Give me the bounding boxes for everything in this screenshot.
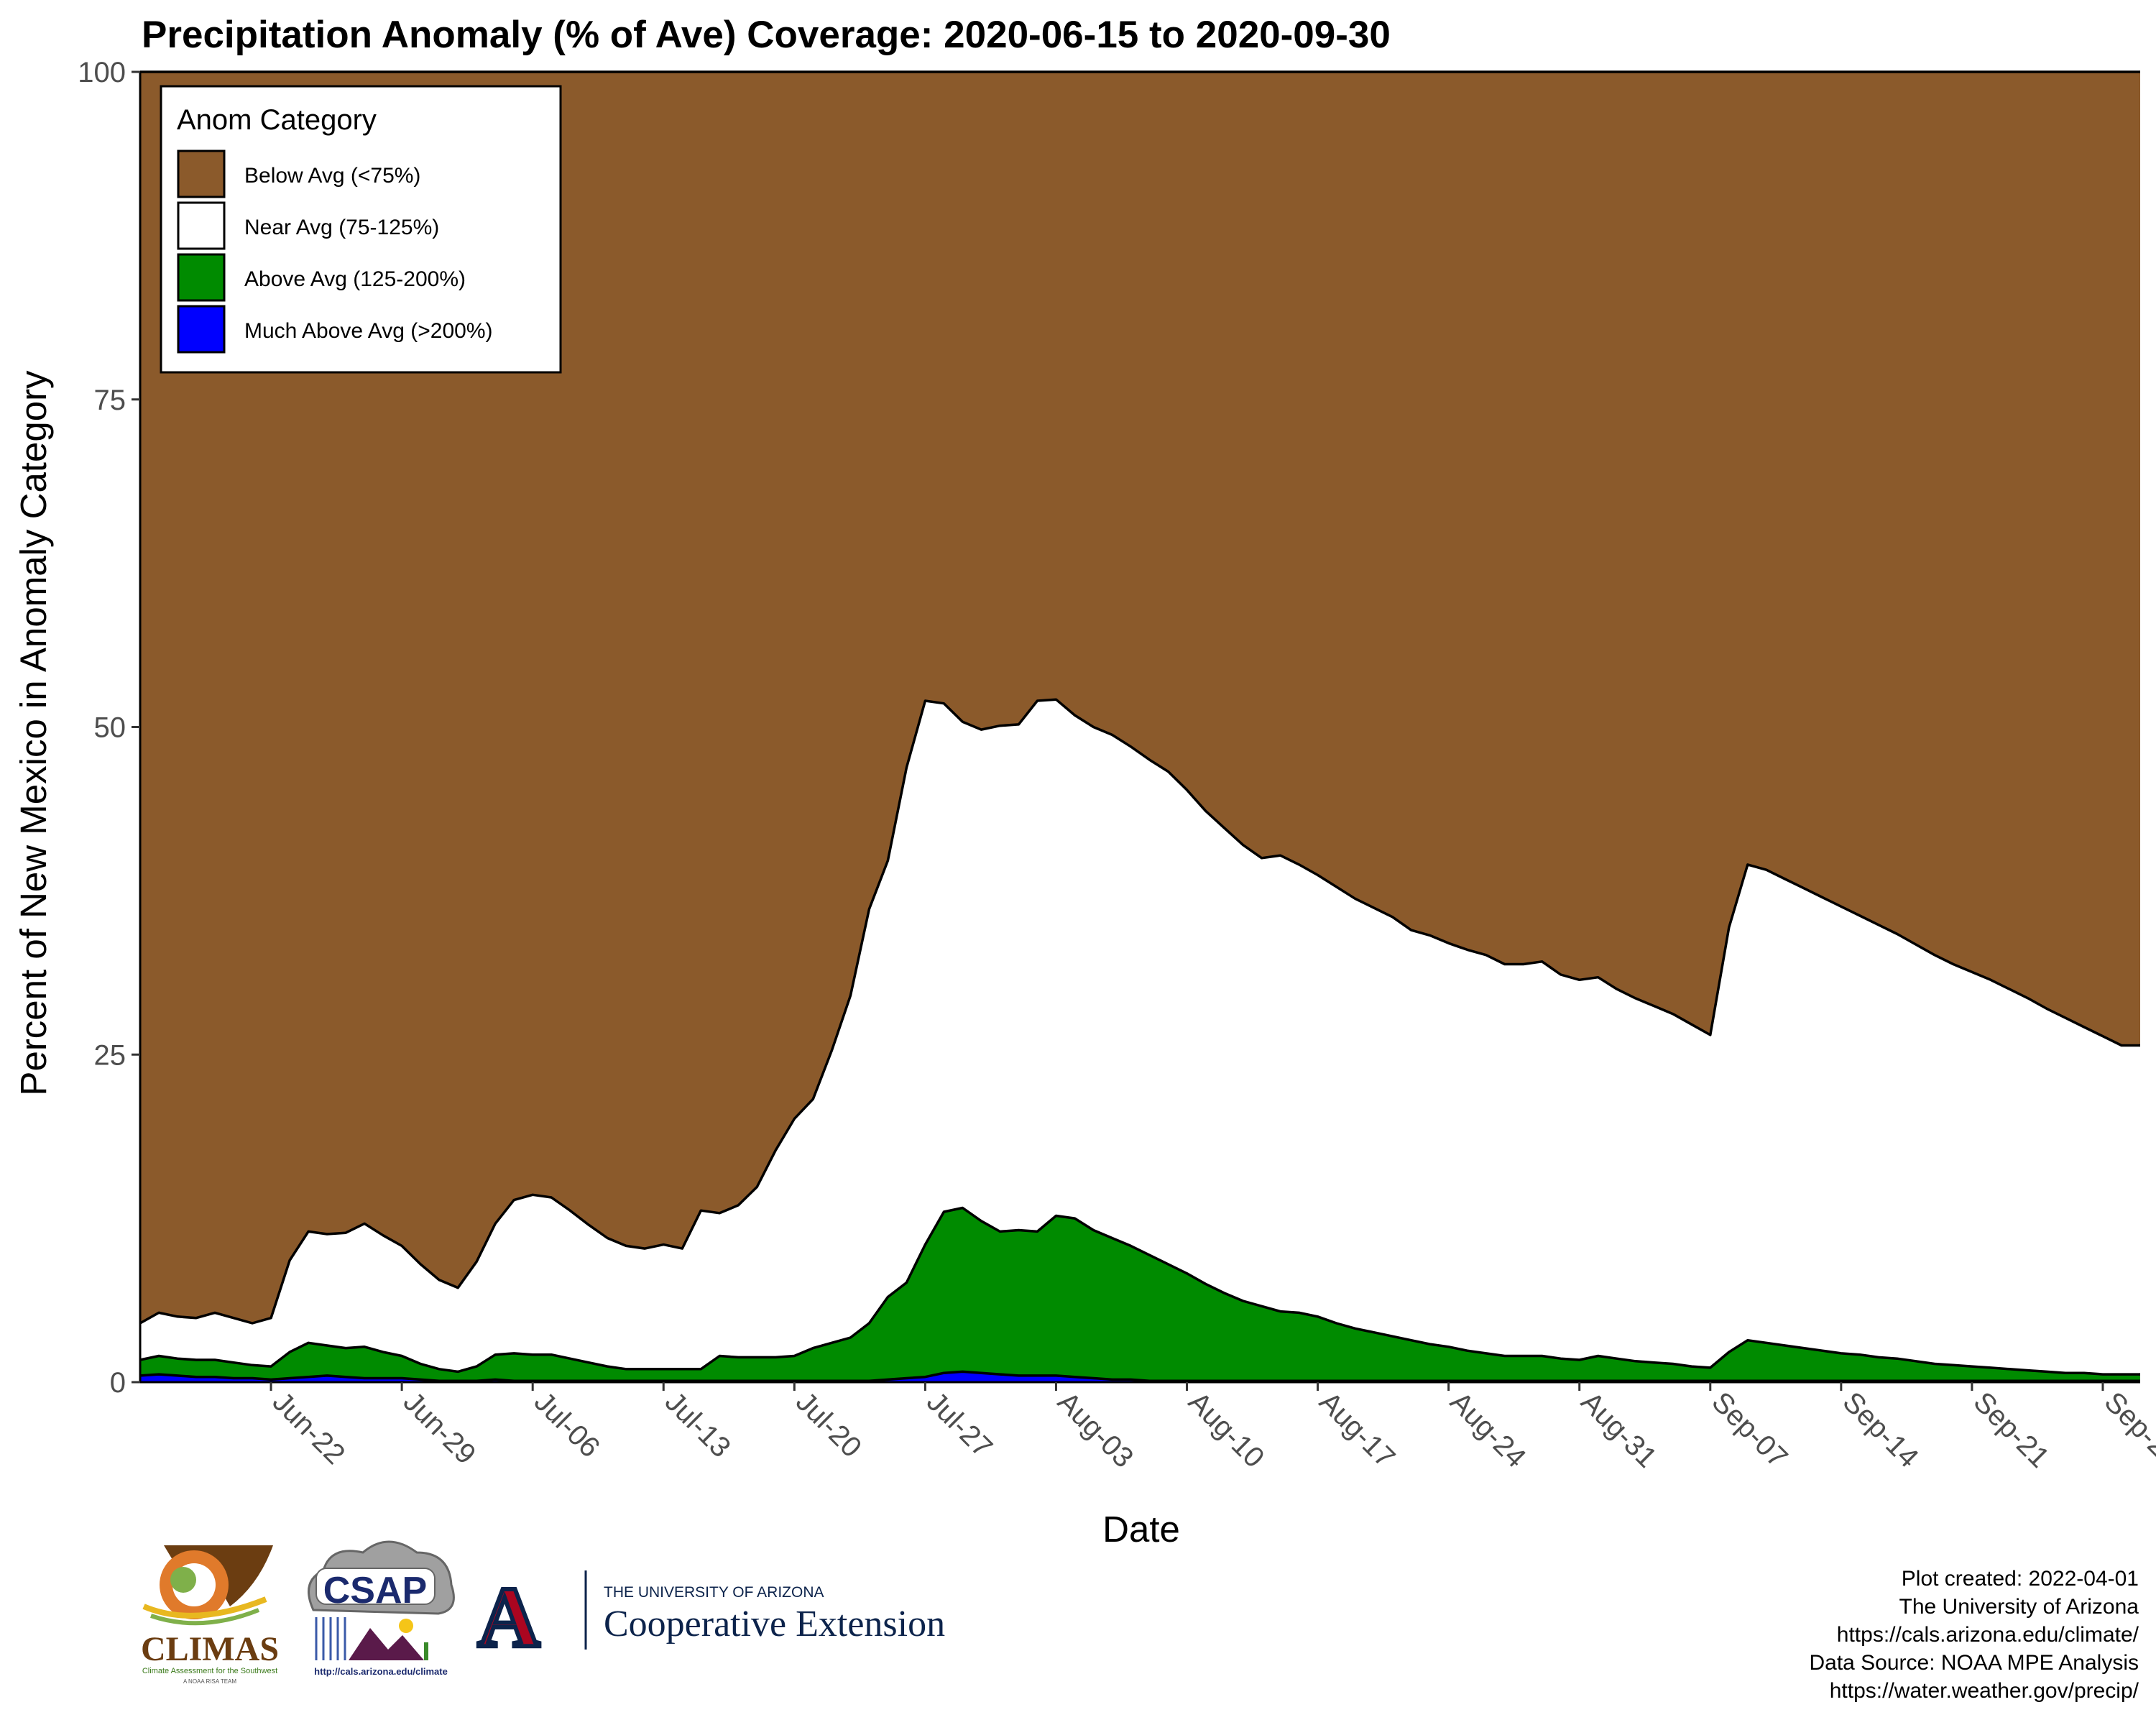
chart-title: Precipitation Anomaly (% of Ave) Coverag…	[142, 14, 1391, 56]
series-area-below-avg	[140, 72, 2140, 1323]
x-axis-title: Date	[1102, 1509, 1180, 1550]
y-tick-label: 75	[94, 385, 126, 416]
legend-swatch-above	[177, 253, 226, 302]
ua-logo: A THE UNIVERSITY OF ARIZONA Cooperative …	[476, 1567, 945, 1667]
legend-title: Anom Category	[177, 104, 377, 136]
credit-line: https://cals.arizona.edu/climate/	[1837, 1623, 2139, 1647]
legend-label-below: Below Avg (<75%)	[244, 164, 420, 188]
legend: Anom Category Below Avg (<75%) Near Avg …	[160, 85, 562, 374]
credits: Plot created: 2022-04-01 The University …	[1809, 1567, 2139, 1703]
ua-mark: A	[478, 1569, 540, 1665]
csap-name: CSAP	[323, 1570, 427, 1611]
plot-areas	[139, 70, 2140, 1384]
legend-label-above: Above Avg (125-200%)	[244, 267, 466, 291]
credit-line: Data Source: NOAA MPE Analysis	[1809, 1651, 2139, 1675]
ua-line-2: Cooperative Extension	[604, 1604, 945, 1644]
y-tick-label: 50	[94, 712, 126, 744]
y-tick-label: 25	[94, 1039, 126, 1071]
legend-label-much-above: Much Above Avg (>200%)	[244, 319, 493, 343]
y-axis: 0 25 50 75 100	[78, 57, 140, 1399]
legend-box	[160, 85, 562, 374]
series-boundary-above	[139, 1206, 2140, 1376]
climas-logo: CLIMAS Climate Assessment for the Southw…	[141, 1545, 279, 1685]
legend-swatch-much-above	[177, 305, 226, 354]
series-boundary-much	[139, 1370, 2140, 1382]
ua-line-1: THE UNIVERSITY OF ARIZONA	[604, 1584, 824, 1601]
climas-name: CLIMAS	[141, 1630, 279, 1668]
credit-line: https://water.weather.gov/precip/	[1830, 1679, 2139, 1703]
series-area-near-avg	[140, 699, 2140, 1375]
legend-label-near: Near Avg (75-125%)	[244, 216, 439, 239]
csap-url: http://cals.arizona.edu/climate	[314, 1666, 448, 1677]
series-boundary-near	[139, 698, 2140, 1325]
legend-swatch-near	[177, 201, 226, 250]
series-area-above-avg	[140, 1208, 2140, 1381]
y-tick-label: 0	[110, 1367, 126, 1399]
climas-subtitle-2: A NOAA RISA TEAM	[183, 1678, 236, 1685]
csap-logo: CSAP http://cals.arizona.edu/climate	[308, 1540, 455, 1677]
y-axis-title: Percent of New Mexico in Anomaly Categor…	[13, 370, 54, 1096]
climas-subtitle: Climate Assessment for the Southwest	[142, 1667, 277, 1675]
legend-swatch-below	[177, 150, 226, 198]
credit-line: Plot created: 2022-04-01	[1902, 1567, 2139, 1591]
y-tick-label: 100	[78, 57, 126, 88]
credit-line: The University of Arizona	[1899, 1595, 2139, 1619]
